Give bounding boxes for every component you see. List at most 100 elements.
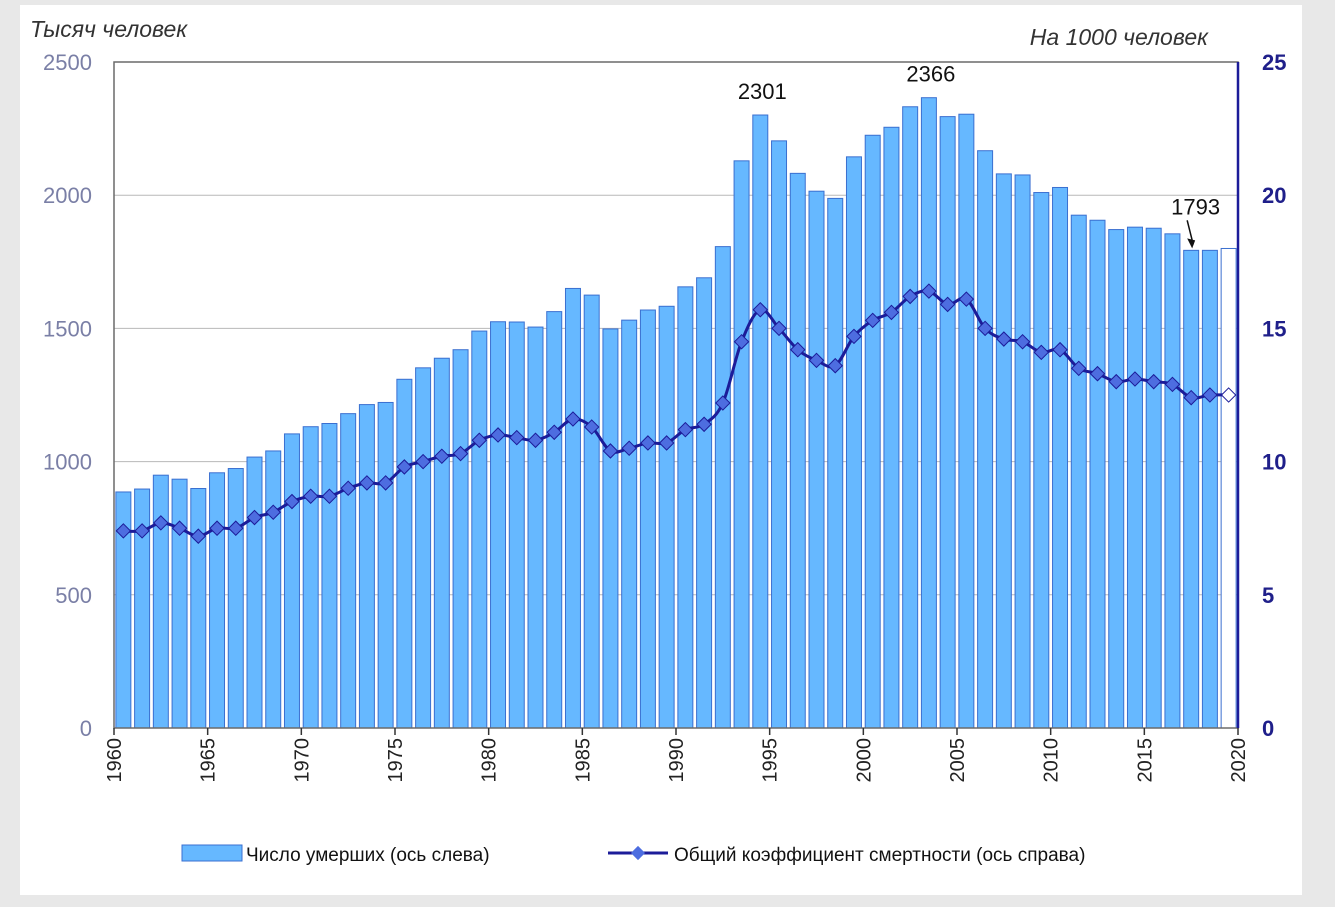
x-tick-label: 2000	[853, 738, 875, 783]
bar-1999	[845, 156, 862, 729]
bar-1962	[152, 474, 169, 729]
line-point-2011	[1070, 360, 1087, 377]
y-left-tick-label: 1500	[43, 316, 92, 341]
bar-1973	[358, 404, 375, 729]
line-point-2006	[977, 320, 993, 337]
line-point-2003	[921, 283, 937, 299]
line-series	[115, 283, 1237, 544]
bar-1992	[714, 246, 731, 729]
bar-2005	[958, 113, 975, 729]
line-point-1983	[546, 424, 563, 441]
y-left-tick-label: 0	[80, 716, 92, 741]
bar-2002	[902, 106, 919, 729]
bar-1995	[771, 140, 788, 729]
bar-2018	[1201, 249, 1218, 729]
y-right-tick-label: 25	[1262, 50, 1286, 75]
bar-1988	[639, 309, 656, 729]
line-point-1960	[115, 523, 132, 539]
annotation-label: 2301	[738, 79, 787, 104]
line-point-1987	[621, 440, 637, 457]
line-point-2012	[1089, 365, 1106, 382]
bar-2017	[1183, 249, 1200, 729]
line-point-1991	[696, 416, 712, 433]
bar-1989	[658, 305, 675, 729]
bar-2015	[1145, 227, 1162, 729]
line-point-2001	[883, 304, 900, 321]
bar-1983	[546, 311, 563, 729]
line-point-1972	[340, 480, 356, 497]
line-point-2007	[996, 331, 1012, 347]
line-point-1988	[640, 435, 656, 451]
line-point-1994	[752, 301, 769, 318]
x-tick-label: 1995	[760, 738, 782, 783]
line-point-2019	[1220, 387, 1237, 403]
bar-1966	[227, 468, 244, 729]
line-point-2004	[939, 296, 956, 313]
bar-2007	[995, 173, 1012, 729]
line-point-1984	[565, 411, 581, 427]
y-left-title: Тысяч человек	[30, 16, 188, 42]
bar-2019	[1220, 247, 1237, 729]
bar-1978	[452, 349, 469, 729]
y-right-tick-labels: 0 5 10 15 20 25	[1262, 50, 1286, 741]
bar-1968	[265, 450, 282, 729]
line-point-1961	[134, 523, 150, 539]
line-point-1982	[527, 432, 544, 449]
bar-2001	[883, 126, 900, 729]
line-point-1975	[396, 459, 413, 475]
bar-2003	[920, 97, 937, 729]
y-right-title: На 1000 человек	[1030, 24, 1209, 50]
bar-1969	[283, 433, 300, 729]
line-point-1993	[733, 333, 750, 350]
y-left-tick-label: 1000	[43, 450, 92, 475]
line-point-2005	[958, 291, 975, 307]
x-tick-label: 2010	[1041, 738, 1063, 783]
bar-1990	[677, 286, 694, 729]
bar-1998	[827, 197, 844, 729]
line-point-2008	[1014, 333, 1031, 350]
bar-2013	[1108, 229, 1125, 729]
line-point-1966	[227, 520, 244, 536]
x-tick-label: 1985	[572, 738, 594, 783]
x-tick-label: 2005	[947, 738, 969, 783]
x-tick-label: 1980	[479, 738, 501, 783]
bar-1971	[321, 423, 338, 729]
x-tick-label: 1965	[198, 738, 220, 783]
x-tick-label: 2020	[1228, 738, 1250, 783]
legend-line-label: Общий коэффициент смертности (ось справа…	[674, 845, 1085, 866]
bar-1982	[527, 326, 544, 729]
bar-2008	[1014, 174, 1031, 729]
line-point-1996	[789, 341, 806, 358]
bar-1997	[808, 190, 825, 729]
axes	[113, 61, 1240, 735]
line-point-1981	[508, 429, 525, 446]
mortality-chart: Тысяч человек На 1000 человек 0 500 1000 15…	[30, 16, 1286, 866]
bar-1970	[302, 426, 319, 729]
bar-1996	[789, 172, 806, 729]
line-point-2015	[1145, 373, 1162, 390]
line-point-1990	[677, 421, 694, 438]
bar-1986	[602, 328, 619, 729]
bar-2006	[977, 150, 994, 729]
gridlines	[114, 61, 1238, 596]
bar-2014	[1126, 226, 1143, 729]
y-right-tick-label: 15	[1262, 316, 1286, 341]
line-point-2002	[902, 288, 918, 305]
line-point-2013	[1108, 373, 1125, 390]
bar-1980	[490, 321, 507, 729]
line-point-1977	[434, 448, 450, 465]
line-point-2018	[1202, 387, 1218, 403]
x-tick-label: 1975	[385, 738, 407, 783]
bar-series	[115, 97, 1237, 729]
y-left-tick-labels: 0 500 1000 1500 2000 2500	[43, 50, 92, 741]
bar-1972	[340, 413, 357, 729]
line-point-2000	[864, 312, 881, 329]
line-point-1971	[321, 488, 338, 505]
bar-2016	[1164, 233, 1181, 729]
line-point-1980	[490, 427, 506, 443]
line-point-1969	[284, 493, 300, 510]
line-point-1970	[302, 488, 319, 505]
bar-1976	[415, 367, 432, 729]
bar-1967	[246, 456, 263, 729]
bar-1979	[471, 330, 488, 729]
